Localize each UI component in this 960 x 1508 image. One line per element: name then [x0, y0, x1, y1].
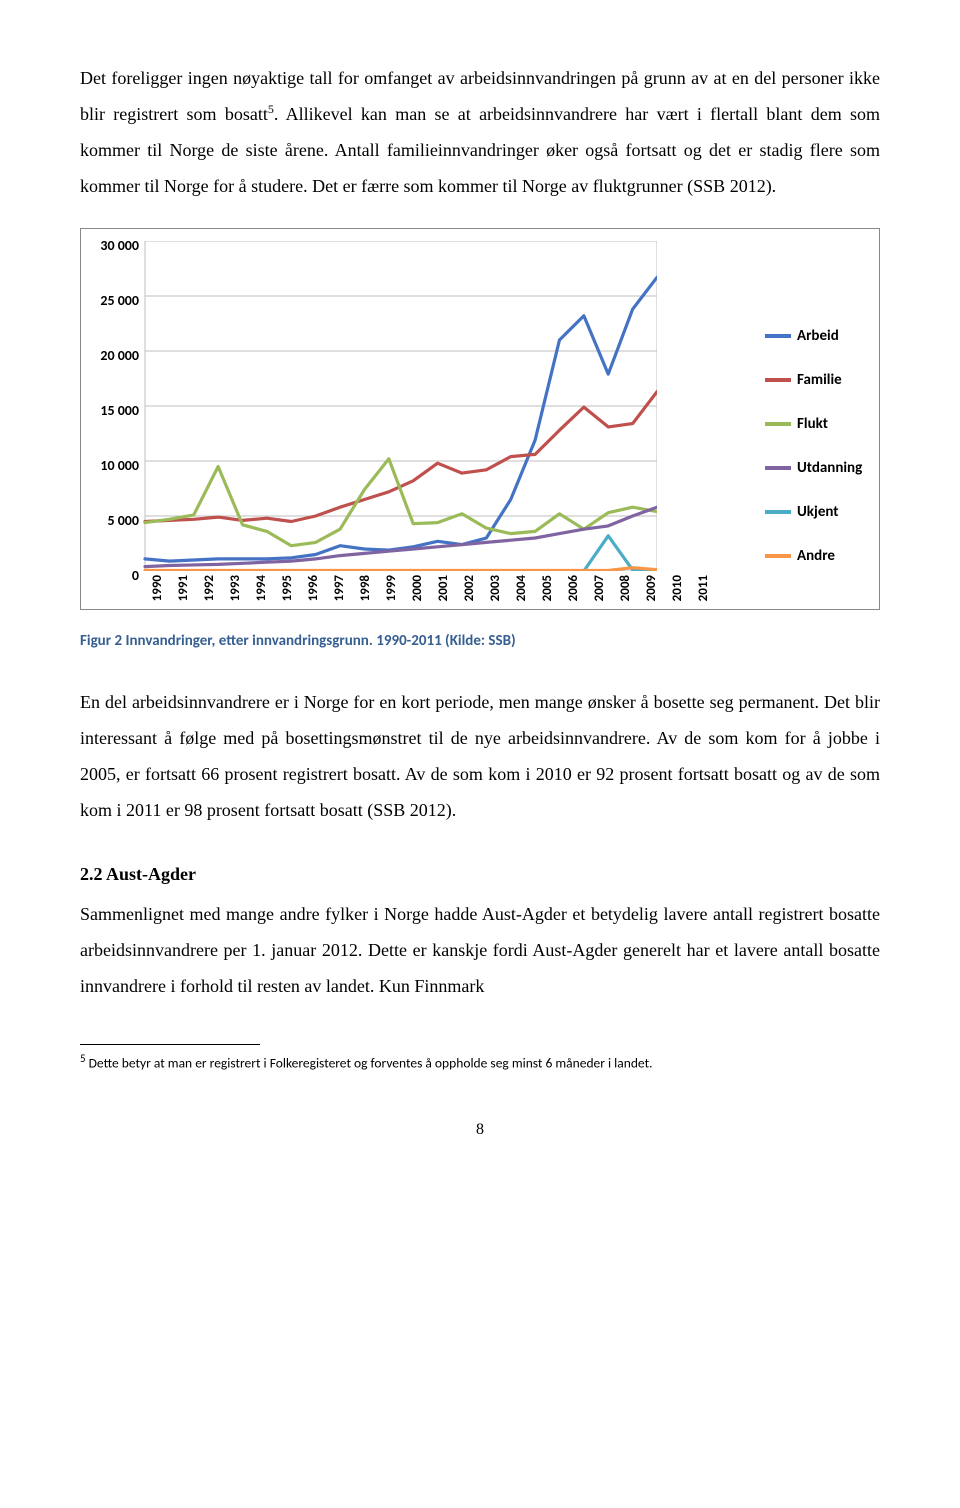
- legend-label: Flukt: [797, 409, 828, 439]
- legend-swatch: [765, 554, 791, 558]
- series-line-andre: [145, 568, 657, 571]
- x-tick-label: 2004: [509, 575, 535, 601]
- x-tick-label: 2009: [639, 575, 665, 601]
- legend-item-familie: Familie: [765, 365, 863, 395]
- y-tick-label: 5 000: [97, 507, 139, 535]
- x-tick-label: 1996: [301, 575, 327, 601]
- y-tick-label: 15 000: [97, 397, 139, 425]
- section-heading-aust-agder: 2.2 Aust-Agder: [80, 856, 880, 892]
- x-tick-label: 2005: [535, 575, 561, 601]
- x-tick-label: 2011: [691, 575, 717, 601]
- series-line-familie: [145, 392, 657, 522]
- x-tick-label: 2001: [431, 575, 457, 601]
- y-tick-label: 25 000: [97, 287, 139, 315]
- y-tick-label: 20 000: [97, 342, 139, 370]
- y-tick-label: 10 000: [97, 452, 139, 480]
- x-tick-label: 2002: [457, 575, 483, 601]
- chart-x-axis: 1990199119921993199419951996199719981999…: [145, 575, 657, 601]
- figure-caption: Figur 2 Innvandringer, etter innvandring…: [80, 626, 880, 656]
- x-tick-label: 2008: [613, 575, 639, 601]
- footnote-5: 5 Dette betyr at man er registrert i Fol…: [80, 1051, 880, 1073]
- legend-label: Arbeid: [797, 321, 839, 351]
- y-tick-label: 0: [97, 562, 139, 590]
- legend-swatch: [765, 510, 791, 514]
- x-tick-label: 1992: [197, 575, 223, 601]
- paragraph-body-2: En del arbeidsinnvandrere er i Norge for…: [80, 684, 880, 828]
- legend-item-utdanning: Utdanning: [765, 453, 863, 483]
- legend-swatch: [765, 466, 791, 470]
- legend-label: Ukjent: [797, 497, 838, 527]
- series-line-flukt: [145, 459, 657, 546]
- x-tick-label: 2006: [561, 575, 587, 601]
- legend-item-andre: Andre: [765, 541, 863, 571]
- legend-item-arbeid: Arbeid: [765, 321, 863, 351]
- x-tick-label: 1998: [353, 575, 379, 601]
- legend-label: Andre: [797, 541, 835, 571]
- legend-label: Familie: [797, 365, 842, 395]
- x-tick-label: 2010: [665, 575, 691, 601]
- footnote-text: Dette betyr at man er registrert i Folke…: [86, 1055, 653, 1072]
- x-tick-label: 1995: [275, 575, 301, 601]
- x-tick-label: 2003: [483, 575, 509, 601]
- legend-label: Utdanning: [797, 453, 862, 483]
- chart-legend: Arbeid Familie Flukt Utdanning Ukjent Andre: [753, 241, 863, 585]
- legend-swatch: [765, 422, 791, 426]
- paragraph-intro: Det foreligger ingen nøyaktige tall for …: [80, 60, 880, 204]
- immigration-chart: 0 5 000 10 000 15 000 20 000 25 000 30 000 199…: [80, 228, 880, 610]
- paragraph-body-3: Sammenlignet med mange andre fylker i No…: [80, 896, 880, 1004]
- x-tick-label: 1994: [249, 575, 275, 601]
- x-tick-label: 1990: [145, 575, 171, 601]
- x-tick-label: 1997: [327, 575, 353, 601]
- legend-item-ukjent: Ukjent: [765, 497, 863, 527]
- x-tick-label: 1999: [379, 575, 405, 601]
- x-tick-label: 1993: [223, 575, 249, 601]
- x-tick-label: 2000: [405, 575, 431, 601]
- x-tick-label: 1991: [171, 575, 197, 601]
- page-number: 8: [80, 1114, 880, 1146]
- chart-plot-area: 05 00010 00015 00020 00025 00030 000 199…: [97, 241, 753, 601]
- y-tick-label: 30 000: [97, 232, 139, 260]
- footnote-separator: [80, 1044, 260, 1045]
- legend-swatch: [765, 378, 791, 382]
- legend-item-flukt: Flukt: [765, 409, 863, 439]
- legend-swatch: [765, 334, 791, 338]
- x-tick-label: 2007: [587, 575, 613, 601]
